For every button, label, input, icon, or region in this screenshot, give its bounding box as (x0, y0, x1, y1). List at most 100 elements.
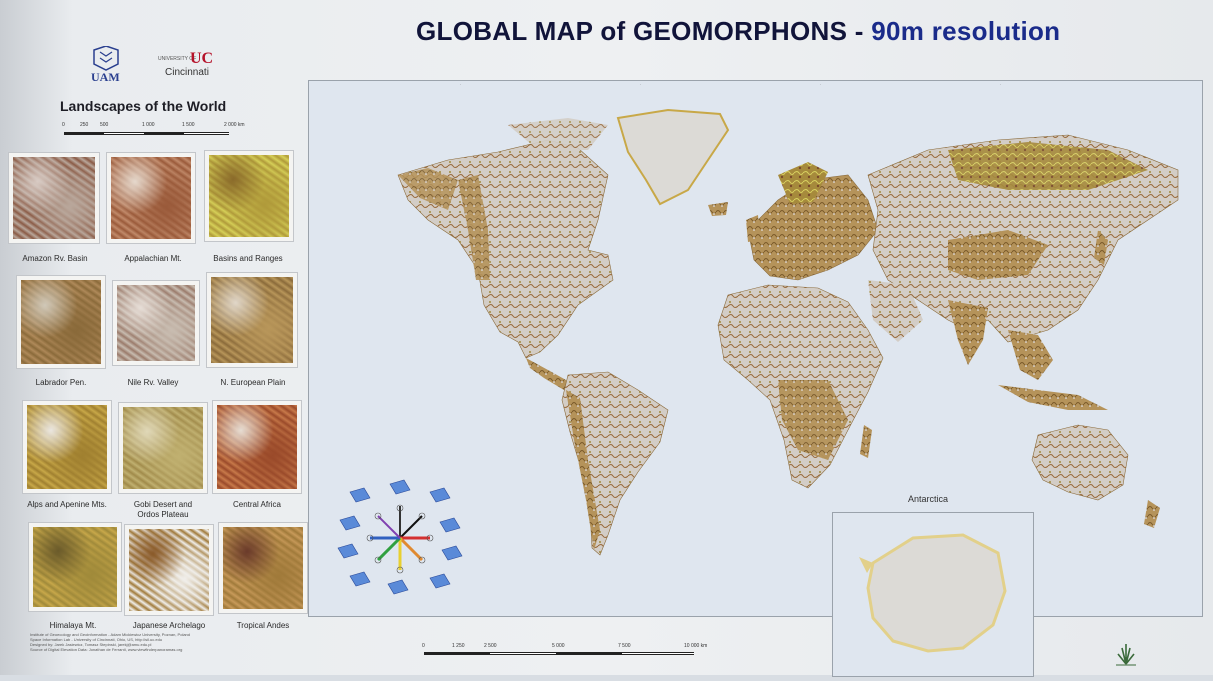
credits-block: Institute of Geoecology and Geoinformati… (30, 632, 330, 652)
credits-line: Institute of Geoecology and Geoinformati… (30, 632, 191, 637)
scale-label: 2 000 km (224, 122, 245, 128)
siberia-region (948, 142, 1148, 190)
uam-logo-text: UAM (91, 70, 120, 84)
andes-region (566, 390, 600, 550)
japan-islands (1094, 230, 1108, 265)
landscape-tile (124, 524, 214, 616)
grid-coordinate: · (820, 82, 822, 87)
greenland-landmass (616, 108, 730, 206)
credits-line: Source of Digital Elevation Data: Jonath… (30, 647, 183, 652)
japan-thumbnail (129, 529, 209, 611)
uc-logo-caption: UNIVERSITY OF (158, 56, 197, 62)
uc-logo-name: Cincinnati (165, 67, 209, 78)
alaska-region (398, 168, 458, 210)
scale-label: 5 000 (552, 643, 565, 649)
rockies-region (458, 175, 490, 280)
landscape-tile-label: Nile Rv. Valley (127, 378, 179, 387)
uc-logo-mark: UC (190, 50, 214, 67)
landscape-tile-label: Basins and Ranges (213, 254, 283, 263)
landscape-tile (28, 522, 122, 612)
scale-segment (184, 132, 229, 135)
legend-ring-dots (366, 504, 434, 574)
landscape-tile-label: Amazon Rv. Basin (22, 254, 88, 263)
grid-coordinate: · (640, 82, 642, 87)
title-main: GLOBAL MAP of GEOMORPHONS - (416, 16, 872, 46)
landscape-tile-label: Himalaya Mt. (49, 621, 97, 630)
antarctica-landmass (866, 533, 1007, 653)
appalachian-thumbnail (111, 157, 191, 239)
landscape-tile (22, 400, 112, 494)
landscape-tile (204, 150, 294, 242)
landscape-tile-label: Japanese Archelago (132, 621, 206, 630)
scale-label: 2 500 (484, 643, 497, 649)
labrador-thumbnail (21, 280, 101, 364)
landscape-tile-label: N. European Plain (220, 378, 286, 387)
scale-label: 1 250 (452, 643, 465, 649)
southeast-asia (1008, 330, 1053, 380)
title-resolution: 90m resolution (871, 16, 1061, 46)
landscape-tile-label: Central Africa (232, 500, 282, 509)
landscapes-title: Landscapes of the World (60, 98, 227, 114)
plant-logo-icon (1116, 644, 1136, 666)
indonesia-islands (998, 385, 1108, 410)
european-plain-thumbnail (211, 277, 293, 363)
landscape-tile (118, 402, 208, 494)
new-zealand (1144, 500, 1160, 528)
landscape-tile (212, 400, 302, 494)
scale-label: 0 (62, 122, 65, 128)
andes-thumbnail (223, 527, 303, 609)
central-america (526, 358, 572, 392)
arabia-landmass (868, 280, 923, 342)
arctic-islands (508, 118, 608, 150)
credits-line: Designed by: Jarek Jasiewicz, Tomasz Ste… (30, 642, 152, 647)
south-america-landmass (561, 371, 669, 556)
landscape-tile (106, 152, 196, 244)
scale-label: 1 500 (182, 122, 195, 128)
geomorphon-legend (337, 479, 463, 595)
scale-label: 250 (80, 122, 89, 128)
scale-segment (490, 652, 556, 655)
uam-crest-icon (93, 46, 119, 71)
landscapes-scale-bar: 0 250 500 1 000 1 500 2 000 km (62, 122, 282, 138)
scale-segment (104, 132, 144, 135)
grid-coordinate: · (460, 82, 462, 87)
india-landmass (948, 300, 988, 365)
landscape-tile-label: Labrador Pen. (35, 378, 87, 387)
tibet-himalaya-region (948, 230, 1048, 280)
landscape-tile (218, 522, 308, 614)
landscape-tile (112, 280, 200, 366)
madagascar (860, 425, 872, 458)
landscape-tile (8, 152, 100, 244)
central-africa-thumbnail (217, 405, 297, 489)
himalaya-thumbnail (33, 527, 117, 607)
iceland (708, 202, 728, 216)
scale-segment (424, 652, 490, 655)
amazon-thumbnail (13, 157, 95, 239)
landscape-tile (206, 272, 298, 368)
scale-segment (144, 132, 184, 135)
scandinavia (778, 162, 828, 204)
basins-thumbnail (209, 155, 289, 237)
scale-label: 10 000 km (684, 643, 708, 649)
alps-thumbnail (27, 405, 107, 489)
legend-block-icons (337, 479, 463, 595)
scale-label: 0 (422, 643, 425, 649)
nile-thumbnail (117, 285, 195, 361)
poster-title: GLOBAL MAP of GEOMORPHONS - 90m resoluti… (416, 16, 1060, 47)
credits-line: Space Information Lab - University of Ci… (30, 637, 163, 642)
landscape-tile-label: Appalachian Mt. (124, 254, 182, 263)
scale-segment (622, 652, 694, 655)
antarctica-inset-title: Antarctica (908, 494, 949, 504)
landscape-tile (16, 275, 106, 369)
scale-label: 500 (100, 122, 109, 128)
world-map (397, 108, 1179, 556)
antarctica-map (859, 533, 1007, 653)
gobi-thumbnail (123, 407, 203, 489)
scale-label: 1 000 (142, 122, 155, 128)
map-scale-bar: 0 1 250 2 500 5 000 7 500 10 000 km (422, 643, 722, 663)
landscape-tile-label: Tropical Andes (236, 621, 290, 630)
antarctica-inset (832, 512, 1034, 677)
scale-segment (64, 132, 104, 135)
landscape-tile-label: Gobi Desert and Ordos Plateau (133, 500, 193, 519)
central-africa-region (778, 380, 848, 460)
